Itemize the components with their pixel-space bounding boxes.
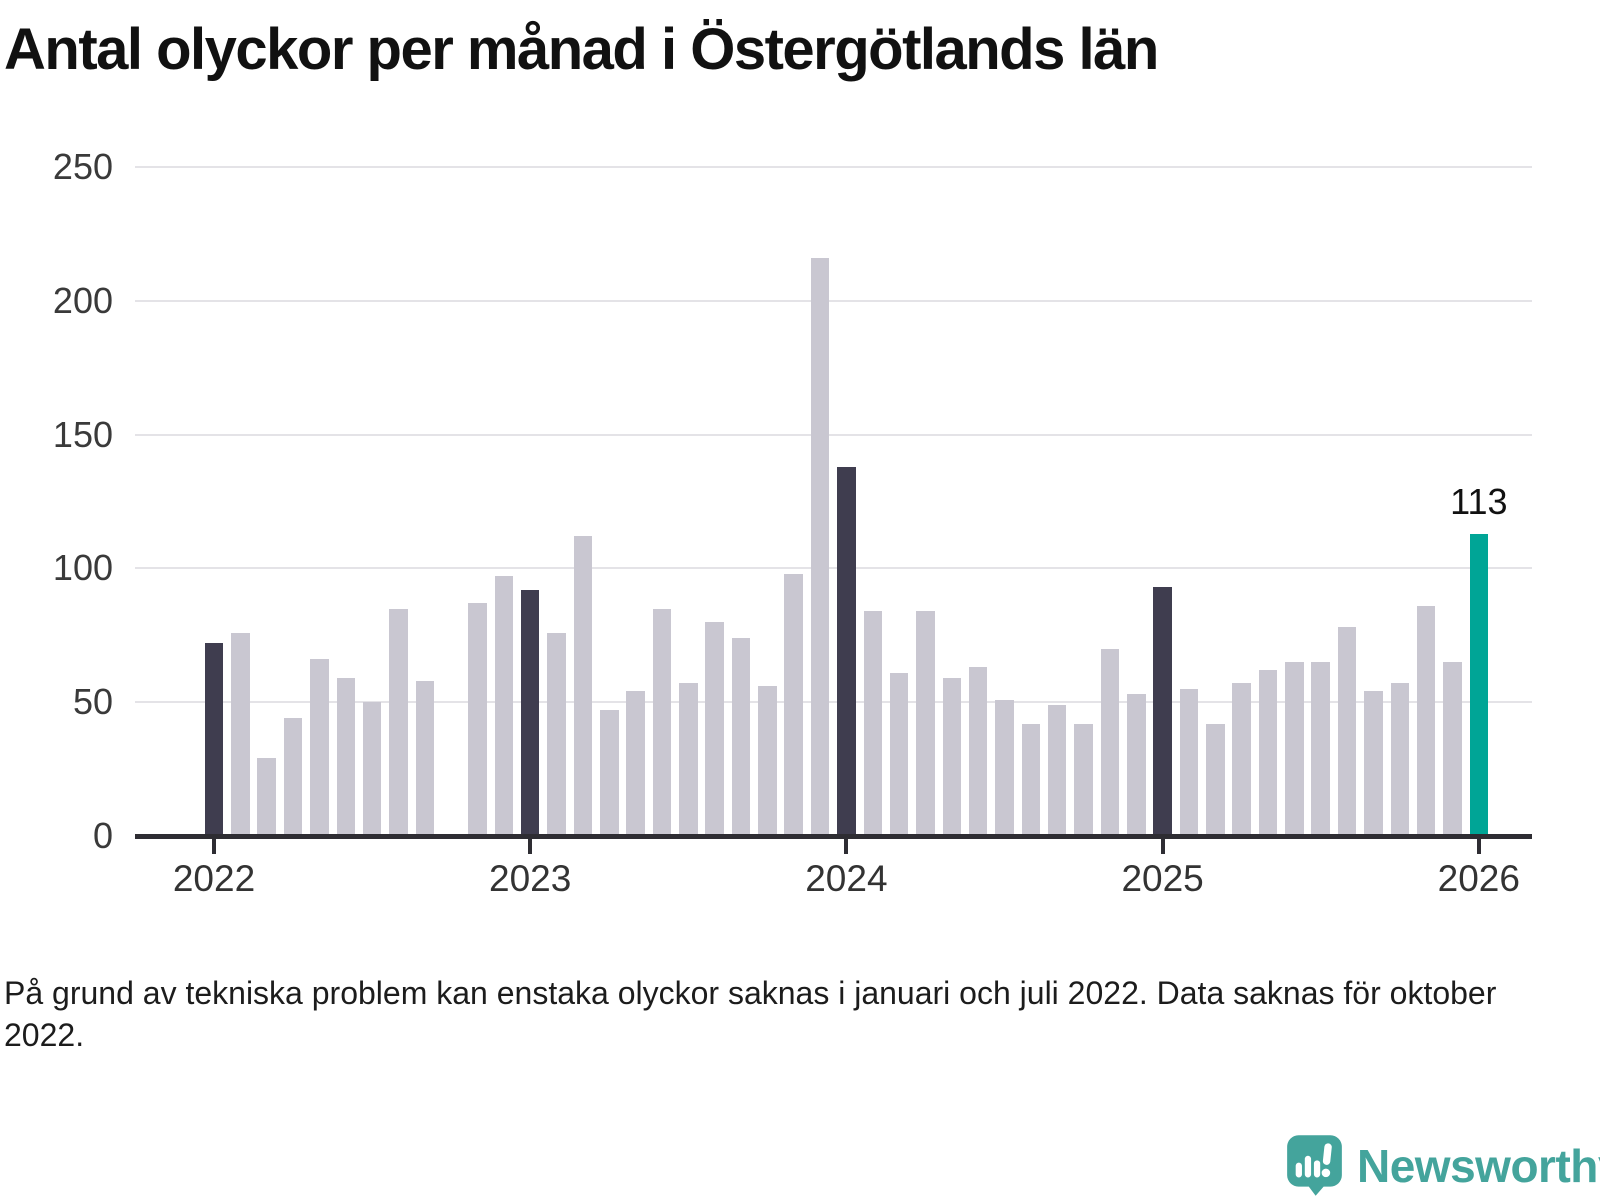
bar <box>573 536 593 836</box>
bar <box>520 589 540 836</box>
gridline <box>135 299 1532 302</box>
bar <box>1443 662 1462 836</box>
x-tick-label: 2024 <box>805 858 888 899</box>
x-tick-mark <box>1476 838 1481 854</box>
bar <box>310 659 329 836</box>
x-tick-label: 2025 <box>1121 858 1204 899</box>
bar <box>415 680 435 836</box>
bar <box>1390 683 1409 836</box>
bar <box>283 718 303 836</box>
newsworthy-logo: Newsworthy <box>1286 1134 1600 1197</box>
bar <box>863 611 882 836</box>
chart-title: Antal olyckor per månad i Östergötlands … <box>4 17 1159 82</box>
x-tick-mark <box>844 838 849 854</box>
bar <box>1206 723 1225 836</box>
bar <box>758 686 777 836</box>
bar <box>626 691 645 836</box>
bar <box>1021 723 1041 836</box>
bar <box>679 683 698 836</box>
bar <box>600 710 619 836</box>
bar <box>231 632 250 836</box>
bar <box>784 573 803 836</box>
bar <box>652 608 672 836</box>
bar <box>942 678 962 836</box>
bar <box>995 699 1014 836</box>
x-axis-line <box>135 833 1532 839</box>
bar <box>1179 688 1199 836</box>
bar <box>468 603 487 836</box>
gridline <box>135 433 1532 436</box>
bar <box>731 637 751 836</box>
y-tick-label: 250 <box>52 146 113 187</box>
bar <box>362 702 382 836</box>
bar <box>889 672 909 836</box>
logo-text: Newsworthy <box>1357 1139 1600 1192</box>
bar <box>837 466 856 836</box>
y-tick-label: 150 <box>52 413 113 455</box>
bar <box>389 608 408 836</box>
bar <box>257 758 276 836</box>
bar <box>968 667 988 836</box>
x-tick-mark <box>1160 838 1165 854</box>
bar <box>1258 670 1278 836</box>
gridline <box>135 567 1532 570</box>
x-tick-label: 2023 <box>489 858 572 899</box>
latest-value-label: 113 <box>1450 480 1508 522</box>
bar <box>1127 694 1146 836</box>
bar <box>494 576 514 836</box>
gridline <box>135 701 1532 704</box>
bar <box>1232 683 1251 836</box>
bar <box>1285 662 1304 836</box>
y-tick-label: 50 <box>72 681 113 723</box>
chart-footnote: På grund av tekniska problem kan enstaka… <box>4 975 1497 1054</box>
x-tick-mark <box>528 838 533 854</box>
bar <box>1074 723 1093 836</box>
bar <box>204 643 224 836</box>
gridline <box>135 166 1532 168</box>
bar <box>547 632 566 836</box>
newsworthy-speech-bubble-chart-icon <box>1286 1134 1343 1197</box>
x-tick-mark <box>212 838 216 854</box>
bar <box>336 678 355 836</box>
bar <box>1100 648 1120 836</box>
bar <box>1469 533 1489 836</box>
bar <box>916 611 935 836</box>
bar <box>1364 691 1383 836</box>
bar <box>1311 662 1330 836</box>
y-tick-label: 200 <box>52 279 113 321</box>
x-tick-label: 2022 <box>172 858 256 899</box>
bar <box>1047 704 1067 836</box>
bar <box>1153 587 1172 836</box>
bar <box>705 621 724 836</box>
y-tick-label: 0 <box>92 815 113 856</box>
bar <box>1416 605 1436 836</box>
bar <box>1337 627 1357 836</box>
x-tick-label: 2026 <box>1437 858 1520 899</box>
bar <box>810 257 830 836</box>
y-tick-label: 100 <box>52 547 113 589</box>
